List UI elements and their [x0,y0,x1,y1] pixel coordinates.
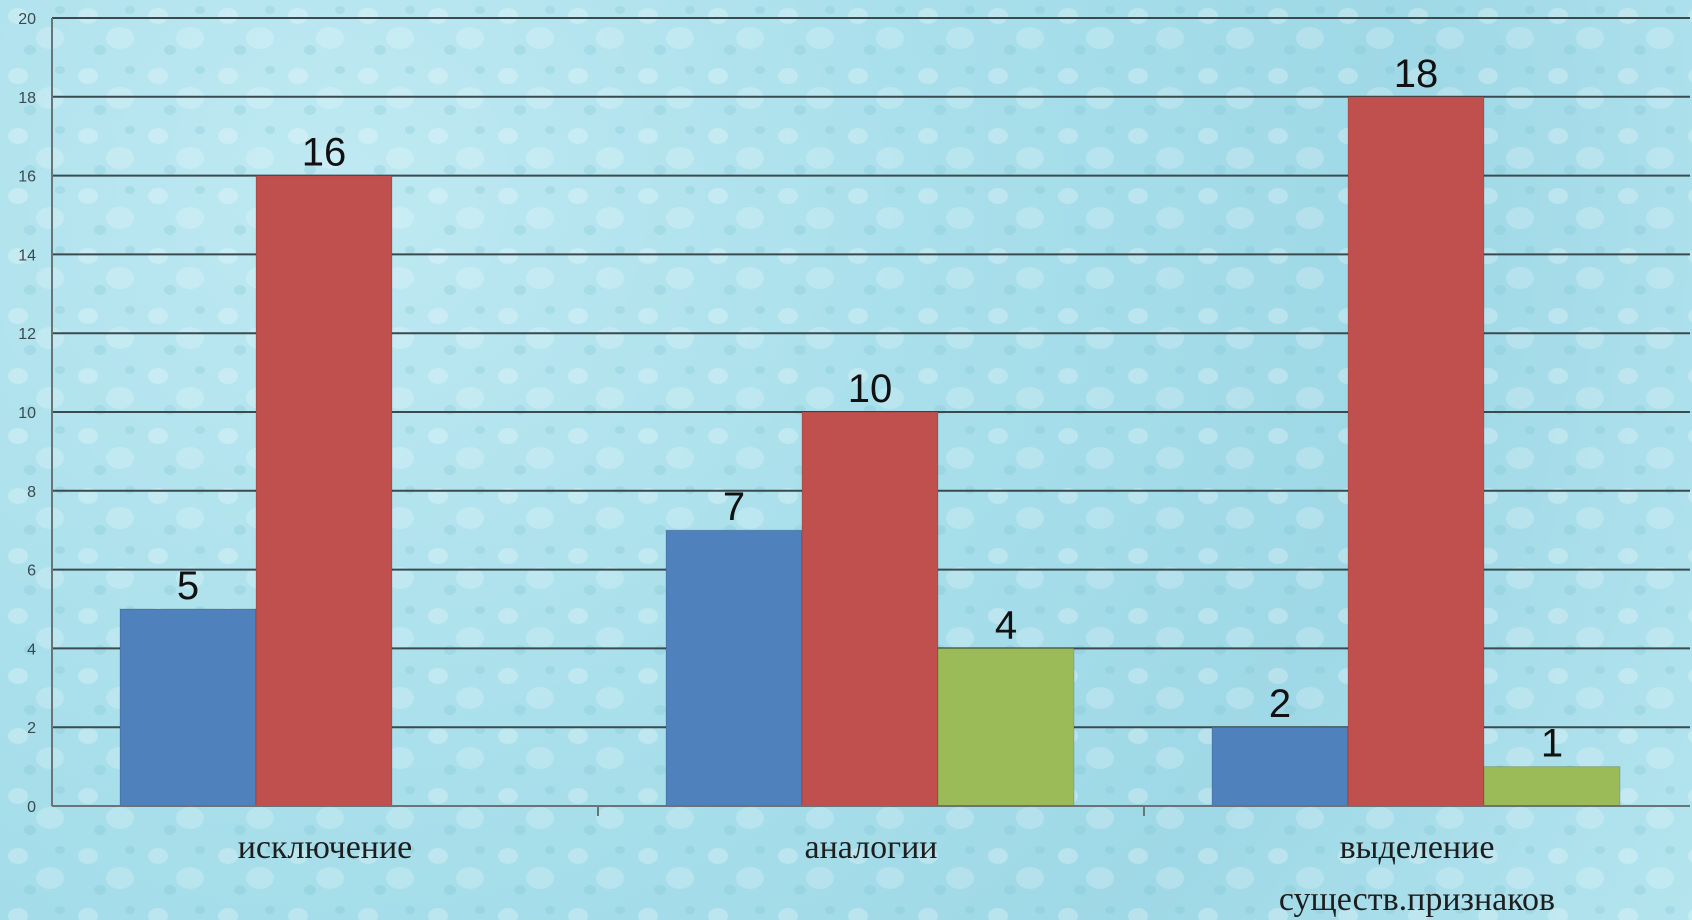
axes [51,18,1690,816]
bar [801,411,939,807]
bar [119,608,257,807]
bar [665,529,803,807]
data-label: 5 [177,564,199,608]
bar [1211,726,1349,807]
y-tick-label: 2 [27,720,36,737]
y-tick-label: 0 [27,799,36,816]
y-tick-label: 18 [18,90,36,107]
bar [1483,766,1621,807]
x-category-label: выделение [1340,829,1495,866]
x-axis-categories: исключение аналогии выделение существ.призн… [238,829,1555,918]
data-label: 1 [1541,722,1563,766]
bar [255,175,393,807]
y-tick-label: 8 [27,484,36,501]
y-tick-label: 4 [27,641,36,658]
data-labels: 5 16 7 10 4 2 18 1 [177,52,1563,766]
bar [1347,96,1485,807]
y-tick-label: 6 [27,563,36,580]
y-tick-label: 12 [18,326,36,343]
y-tick-label: 16 [18,169,36,186]
bar [937,647,1075,807]
y-tick-label: 20 [18,11,36,28]
data-label: 4 [995,603,1017,647]
x-category-label: аналогии [805,829,938,866]
x-category-label: существ.признаков [1279,881,1555,918]
data-label: 2 [1269,682,1291,726]
y-axis-ticks: 0 2 4 6 8 10 12 14 16 18 20 [18,11,36,816]
data-label: 10 [848,367,893,411]
x-category-label: исключение [238,829,413,866]
data-label: 7 [723,485,745,529]
data-label: 16 [302,131,347,175]
bars [119,96,1621,807]
y-tick-label: 14 [18,247,36,264]
y-tick-label: 10 [18,405,36,422]
data-label: 18 [1394,52,1439,96]
